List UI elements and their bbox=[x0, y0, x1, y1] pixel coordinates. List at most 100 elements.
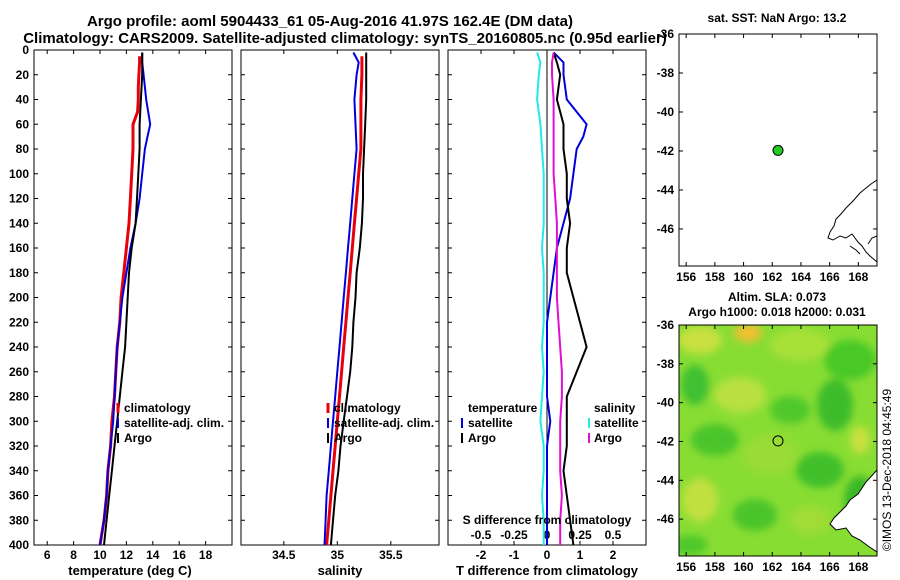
title-line-2: Climatology: CARS2009. Satellite-adjuste… bbox=[23, 30, 667, 47]
salinity-xlabel: salinity bbox=[318, 563, 364, 578]
depth-tick-label: 380 bbox=[9, 513, 29, 527]
argo-float-marker bbox=[772, 435, 784, 447]
salinity-legend: climatology satellite-adj. clim. Argo bbox=[326, 401, 434, 445]
altimetry-title-2: Argo h1000: 0.018 h2000: 0.031 bbox=[688, 305, 866, 319]
altimetry-title-1: Altim. SLA: 0.073 bbox=[728, 290, 826, 304]
lon-tick-label: 168 bbox=[848, 270, 868, 284]
lat-tick-label: -36 bbox=[657, 27, 675, 41]
salinity-lines bbox=[323, 52, 368, 546]
depth-tick-label: 220 bbox=[9, 315, 29, 329]
x-tick-label: 18 bbox=[199, 548, 213, 562]
top-x-tick-label: 0.5 bbox=[605, 528, 622, 542]
legend-satellite-adj-clim: satellite-adj. clim. bbox=[124, 416, 224, 430]
legend-s-satellite: satellite bbox=[594, 416, 639, 430]
x-tick-label: 10 bbox=[93, 548, 107, 562]
lat-tick-label: -40 bbox=[657, 105, 675, 119]
argo-float-marker bbox=[772, 144, 784, 156]
coastline bbox=[827, 179, 878, 263]
x-tick-label: 0 bbox=[544, 548, 551, 562]
series-line-argo bbox=[103, 52, 144, 546]
difference-legend-temperature: temperature satellite Argo bbox=[461, 401, 538, 445]
temperature-xlabel: temperature (deg C) bbox=[68, 563, 192, 578]
x-tick-label: 2 bbox=[610, 548, 617, 562]
lon-tick-label: 158 bbox=[705, 560, 725, 574]
depth-tick-label: 200 bbox=[9, 291, 29, 305]
legend-s-argo: Argo bbox=[594, 431, 622, 445]
legend-temperature-title: temperature bbox=[468, 401, 538, 415]
lat-tick-label: -46 bbox=[657, 512, 675, 526]
difference-xlabel: T difference from climatology bbox=[456, 563, 639, 578]
legend-argo: Argo bbox=[124, 431, 152, 445]
lon-tick-label: 160 bbox=[734, 560, 754, 574]
depth-tick-label: 260 bbox=[9, 365, 29, 379]
depth-tick-label: 400 bbox=[9, 538, 29, 552]
lon-tick-label: 160 bbox=[734, 270, 754, 284]
top-x-tick-label: -0.25 bbox=[500, 528, 528, 542]
lat-tick-label: -42 bbox=[657, 144, 675, 158]
difference-top-label: S difference from climatology bbox=[463, 513, 632, 527]
depth-tick-label: 80 bbox=[16, 142, 30, 156]
top-x-tick-label: -0.5 bbox=[471, 528, 492, 542]
depth-tick-label: 100 bbox=[9, 167, 29, 181]
lat-tick-label: -40 bbox=[657, 396, 675, 410]
sst-map-ticks: 156 158 160 162 164 166 168 -36 -38 -40 -42 -44 -46 bbox=[657, 27, 877, 284]
sst-map-title: sat. SST: NaN Argo: 13.2 bbox=[708, 11, 847, 25]
temperature-panel: 0 20 40 60 80 100 120 140 160 180 200 220 240 260 280 3… bbox=[9, 43, 233, 578]
x-tick-label: 8 bbox=[70, 548, 77, 562]
depth-tick-label: 60 bbox=[16, 117, 30, 131]
lon-tick-label: 158 bbox=[705, 270, 725, 284]
title-line-1: Argo profile: aoml 5904433_61 05-Aug-201… bbox=[87, 13, 573, 30]
altimetry-map: Altim. SLA: 0.073 Argo h1000: 0.018 h200… bbox=[657, 290, 878, 574]
legend-satellite-adj-clim: satellite-adj. clim. bbox=[334, 416, 434, 430]
lon-tick-label: 166 bbox=[820, 560, 840, 574]
x-tick-label: 35 bbox=[331, 548, 345, 562]
depth-tick-label: 0 bbox=[22, 43, 29, 57]
lat-tick-label: -44 bbox=[657, 183, 675, 197]
lon-tick-label: 168 bbox=[848, 560, 868, 574]
depth-tick-label: 20 bbox=[16, 68, 30, 82]
depth-tick-label: 320 bbox=[9, 439, 29, 453]
lat-tick-label: -38 bbox=[657, 357, 675, 371]
x-tick-label: 6 bbox=[44, 548, 51, 562]
salinity-panel: 34.5 35 35.5 climatology satellite-adj. cl… bbox=[240, 49, 440, 578]
x-tick-label: 14 bbox=[146, 548, 160, 562]
series-line-satellite-adj-clim- bbox=[323, 52, 360, 546]
difference-panel: -2 -1 0 1 2-0.5 -0.25 0 0.25 0.5 temperature sat… bbox=[447, 49, 647, 578]
top-x-tick-label: 0.25 bbox=[568, 528, 592, 542]
sst-map: sat. SST: NaN Argo: 13.2 156 158 160 162 164… bbox=[657, 11, 878, 284]
depth-tick-label: 340 bbox=[9, 464, 29, 478]
temperature-lines bbox=[98, 52, 152, 546]
lat-tick-label: -44 bbox=[657, 473, 675, 487]
legend-t-satellite: satellite bbox=[468, 416, 513, 430]
difference-lines bbox=[536, 51, 588, 546]
depth-tick-label: 120 bbox=[9, 192, 29, 206]
lon-tick-label: 156 bbox=[676, 270, 696, 284]
lat-tick-label: -42 bbox=[657, 434, 675, 448]
series-line-t-satellite bbox=[546, 51, 588, 545]
lat-tick-label: -46 bbox=[657, 222, 675, 236]
x-tick-label: -1 bbox=[509, 548, 520, 562]
depth-tick-label: 240 bbox=[9, 340, 29, 354]
x-tick-label: 1 bbox=[577, 548, 584, 562]
x-tick-label: 34.5 bbox=[272, 548, 296, 562]
lon-tick-label: 162 bbox=[762, 560, 782, 574]
salinity-ticks: 34.5 35 35.5 bbox=[241, 49, 439, 562]
lon-tick-label: 166 bbox=[820, 270, 840, 284]
lon-tick-label: 164 bbox=[791, 560, 811, 574]
lat-tick-label: -36 bbox=[657, 318, 675, 332]
series-line-s-argo bbox=[551, 52, 563, 545]
depth-tick-label: 300 bbox=[9, 414, 29, 428]
watermark: ©IMOS 13-Dec-2018 04:45:49 bbox=[880, 389, 894, 552]
series-line-t-argo bbox=[552, 52, 588, 546]
depth-tick-label: 140 bbox=[9, 216, 29, 230]
sla-heatmap bbox=[679, 325, 877, 556]
depth-tick-labels: 0 20 40 60 80 100 120 140 160 180 200 220 240 260 280 3… bbox=[9, 43, 29, 552]
lon-tick-label: 162 bbox=[762, 270, 782, 284]
series-line-argo bbox=[329, 52, 368, 546]
legend-climatology: climatology bbox=[334, 401, 401, 415]
lat-tick-label: -38 bbox=[657, 66, 675, 80]
altimetry-map-ticks: 156 158 160 162 164 166 168 -36 -38 -40 -42 -44 -46 bbox=[657, 318, 877, 574]
x-tick-label: 35.5 bbox=[379, 548, 403, 562]
series-line-s-satellite bbox=[536, 52, 545, 545]
